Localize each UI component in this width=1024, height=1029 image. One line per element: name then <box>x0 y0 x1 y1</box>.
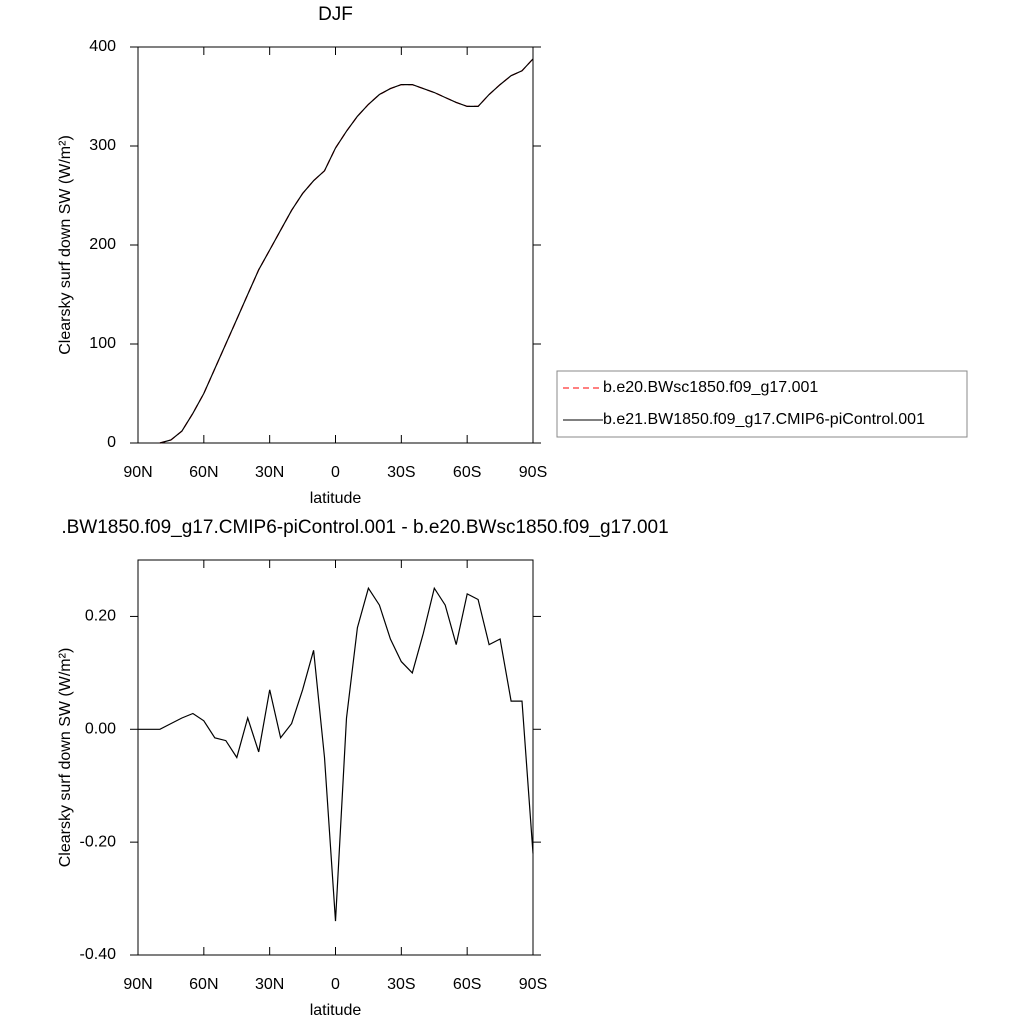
x-tick-label: 60S <box>453 976 481 993</box>
chart-title: DJF <box>318 4 353 25</box>
y-tick-label: 0 <box>107 434 116 451</box>
data-line <box>159 58 534 444</box>
x-axis-label: latitude <box>310 1002 362 1019</box>
legend-box <box>556 370 968 438</box>
legend-label: b.e21.BW1850.f09_g17.CMIP6-piControl.001 <box>603 411 925 428</box>
x-tick-label: 90S <box>519 464 547 481</box>
x-tick-label: 0 <box>331 976 340 993</box>
y-axis-label: Clearsky surf down SW (W/m²) <box>57 648 74 868</box>
x-tick-label: 30N <box>255 464 284 481</box>
x-tick-label: 30S <box>387 464 415 481</box>
x-tick-label: 30S <box>387 976 415 993</box>
x-tick-label: 0 <box>331 464 340 481</box>
x-tick-label: 60S <box>453 464 481 481</box>
y-tick-label: 100 <box>89 335 116 352</box>
x-tick-label: 90N <box>123 464 152 481</box>
y-tick-label: 0.00 <box>85 721 116 738</box>
legend-label: b.e20.BWsc1850.f09_g17.001 <box>603 379 818 396</box>
chart-title: .BW1850.f09_g17.CMIP6-piControl.001 - b.… <box>61 517 668 538</box>
y-tick-label: -0.20 <box>80 833 117 850</box>
x-tick-label: 90N <box>123 976 152 993</box>
data-line <box>138 586 534 922</box>
y-tick-label: -0.40 <box>80 946 117 963</box>
y-tick-label: 0.20 <box>85 608 116 625</box>
x-tick-label: 30N <box>255 976 284 993</box>
x-tick-label: 60N <box>189 464 218 481</box>
plot-frame <box>137 559 534 956</box>
y-tick-label: 300 <box>89 137 116 154</box>
x-tick-label: 60N <box>189 976 218 993</box>
x-tick-label: 90S <box>519 976 547 993</box>
data-line <box>159 58 534 444</box>
y-tick-label: 200 <box>89 236 116 253</box>
y-axis-label: Clearsky surf down SW (W/m²) <box>57 135 74 355</box>
y-tick-label: 400 <box>89 38 116 55</box>
x-axis-label: latitude <box>310 490 362 507</box>
